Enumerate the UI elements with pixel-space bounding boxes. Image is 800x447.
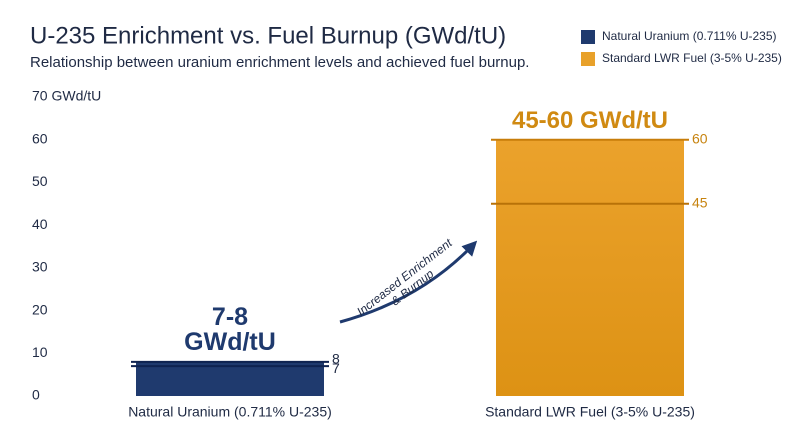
arrow [339,240,478,324]
range-low-label: 45 [692,194,708,210]
x-tick-label: Natural Uranium (0.711% U-235) [128,404,332,420]
value-label: 45-60 GWd/tU [512,107,668,134]
y-tick-label: 70 GWd/tU [32,88,101,104]
bar [136,361,324,396]
range-high-label: 8 [332,351,340,367]
y-tick-label: 40 [32,216,48,232]
value-label: 7-8 GWd/tU [184,302,276,355]
range-low-label: 7 [332,360,340,376]
chart-subtitle: Relationship between uranium enrichment … [30,54,529,71]
legend-label: Natural Uranium (0.711% U-235) [602,29,777,43]
y-tick-label: 60 [32,130,48,146]
y-tick-label: 30 [32,259,48,275]
range-high-label: 60 [692,130,708,146]
y-tick-label: 50 [32,173,48,189]
legend-label: Standard LWR Fuel (3-5% U-235) [602,51,782,65]
y-tick-label: 20 [32,301,48,317]
chart-title: U-235 Enrichment vs. Fuel Burnup (GWd/tU… [30,22,506,49]
bar [496,139,684,396]
y-tick-label: 0 [32,387,40,403]
annotation: Increased Enrichment& Burnup [354,235,463,329]
x-tick-label: Standard LWR Fuel (3-5% U-235) [485,404,695,420]
legend-swatch [581,30,595,44]
legend-swatch [581,52,595,66]
y-tick-label: 10 [32,344,48,360]
